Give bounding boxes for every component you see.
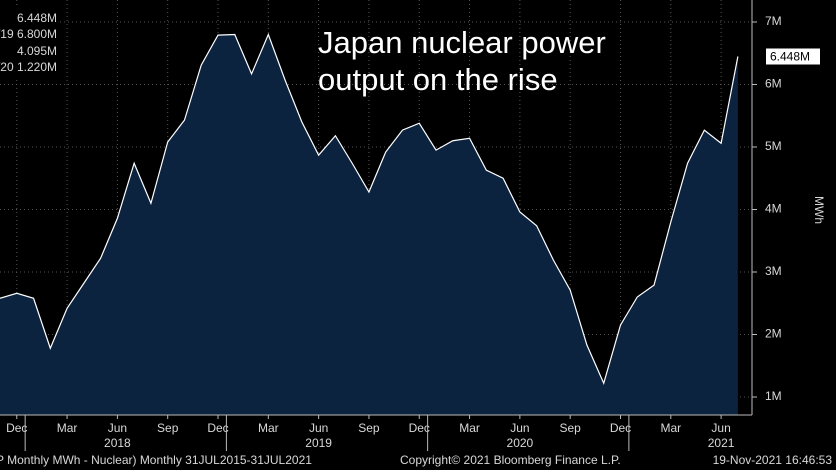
year-label: 2019 bbox=[305, 436, 332, 450]
x-tick-label: Sep bbox=[157, 421, 179, 435]
stat: 1/19 6.800M bbox=[0, 27, 57, 41]
x-tick-label: Jun bbox=[108, 421, 127, 435]
y-tick-label: 1M bbox=[765, 389, 782, 403]
y-tick-label: 5M bbox=[765, 139, 782, 153]
year-label: 2020 bbox=[507, 436, 534, 450]
x-tick-label: Mar bbox=[258, 421, 279, 435]
year-label: 2021 bbox=[708, 436, 735, 450]
x-tick-label: Dec bbox=[610, 421, 631, 435]
x-tick-label: Dec bbox=[6, 421, 27, 435]
y-tick-label: 6M bbox=[765, 77, 782, 91]
chart-title: output on the rise bbox=[318, 62, 558, 97]
y-axis-label: MWh bbox=[812, 196, 826, 224]
area bbox=[0, 34, 738, 415]
footer: P Monthly MWh - Nuclear) Monthly 31JUL20… bbox=[0, 453, 312, 467]
line bbox=[0, 32, 739, 386]
stat: 4.095M bbox=[17, 44, 57, 58]
y-tick-label: 2M bbox=[765, 327, 782, 341]
x-tick-label: Dec bbox=[409, 421, 430, 435]
x-tick-label: Mar bbox=[57, 421, 78, 435]
x-tick-label: Mar bbox=[660, 421, 681, 435]
value-label: 6.448M bbox=[770, 50, 810, 64]
plot bbox=[0, 0, 752, 415]
x-tick-label: Jun bbox=[711, 421, 730, 435]
x-tick-label: Mar bbox=[459, 421, 480, 435]
x-tick-label: Sep bbox=[358, 421, 380, 435]
stat: /20 1.220M bbox=[0, 60, 57, 74]
x-tick-label: Jun bbox=[510, 421, 529, 435]
x-tick-label: Dec bbox=[207, 421, 228, 435]
chart-title: Japan nuclear power bbox=[318, 25, 606, 60]
stats-box bbox=[0, 8, 60, 78]
footer: 19-Nov-2021 16:46:53 bbox=[713, 453, 833, 467]
stat: 6.448M bbox=[17, 11, 57, 25]
y-tick-label: 4M bbox=[765, 202, 782, 216]
y-tick-label: 7M bbox=[765, 14, 782, 28]
x-tick-label: Sep bbox=[560, 421, 582, 435]
value-label-box bbox=[766, 48, 820, 65]
year-label: 2018 bbox=[104, 436, 131, 450]
x-tick-label: Jun bbox=[309, 421, 328, 435]
y-tick-label: 3M bbox=[765, 264, 782, 278]
footer: Copyright© 2021 Bloomberg Finance L.P. bbox=[400, 453, 621, 467]
